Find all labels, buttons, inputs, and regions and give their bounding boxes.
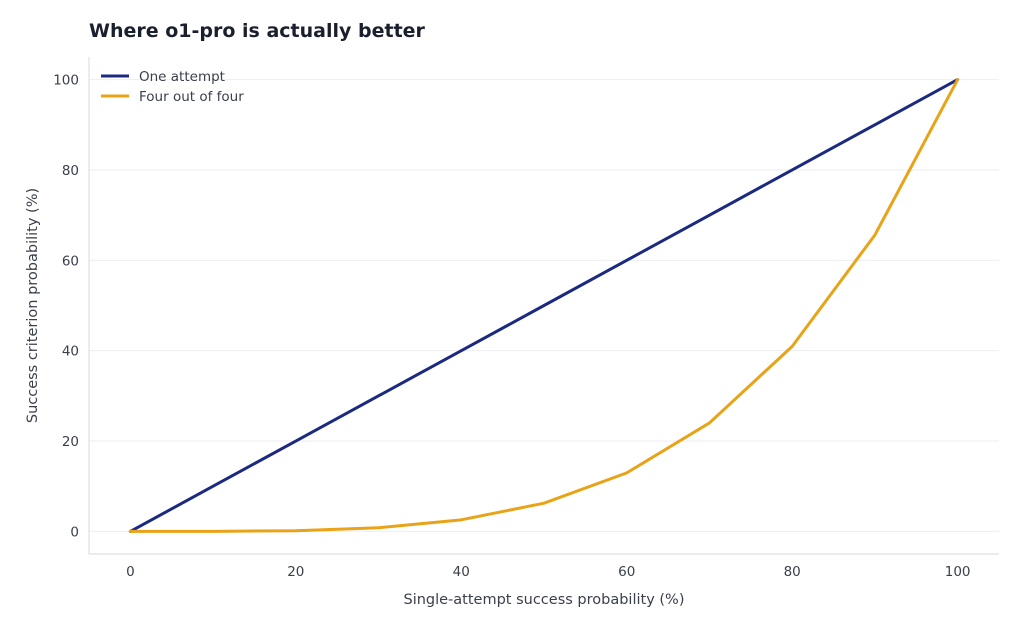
- y-tick-label: 60: [62, 253, 79, 269]
- x-tick-label: 100: [945, 564, 971, 580]
- grid-lines: [89, 79, 999, 532]
- y-axis-title: Success criterion probability (%): [25, 188, 41, 423]
- legend: One attempt Four out of four: [101, 69, 244, 105]
- chart-title: Where o1-pro is actually better: [89, 20, 425, 42]
- y-tick-label: 20: [62, 434, 79, 450]
- y-tick-label: 80: [62, 163, 79, 179]
- legend-label-0: One attempt: [139, 69, 225, 85]
- series-line-1: [128, 78, 960, 533]
- tick-labels: 0 20 40 60 80 100 0 20 40 60 80 100: [53, 73, 970, 580]
- x-axis-title: Single-attempt success probability (%): [403, 592, 684, 608]
- series-lines: [128, 78, 960, 533]
- y-tick-label: 100: [53, 73, 79, 89]
- x-tick-label: 80: [784, 564, 801, 580]
- x-tick-label: 60: [618, 564, 635, 580]
- y-tick-label: 40: [62, 344, 79, 360]
- x-tick-label: 20: [287, 564, 304, 580]
- axes: [88, 57, 999, 555]
- y-tick-label: 0: [70, 524, 79, 540]
- x-tick-label: 0: [126, 564, 135, 580]
- x-tick-label: 40: [453, 564, 470, 580]
- legend-label-1: Four out of four: [139, 89, 244, 105]
- series-line-0: [128, 78, 960, 533]
